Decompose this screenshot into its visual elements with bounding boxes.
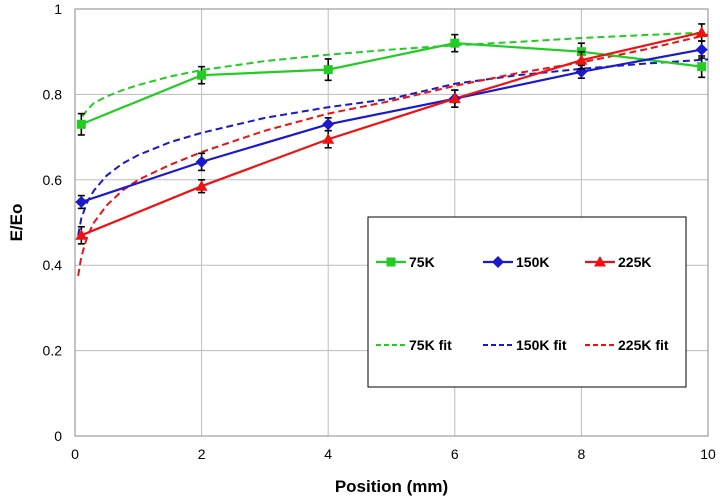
x-tick-label-2: 4 bbox=[324, 446, 332, 462]
legend: 75K 150K 225K 75K fit 150K fit 225K fit bbox=[367, 216, 687, 388]
y-axis-title: E/Eo bbox=[7, 204, 26, 242]
plot-area bbox=[74, 8, 709, 437]
x-tick-label-3: 6 bbox=[451, 446, 459, 462]
legend-marker-150k bbox=[492, 256, 504, 268]
legend-label-150k-fit: 150K fit bbox=[516, 337, 567, 353]
y-tick-label-3: 0.6 bbox=[43, 172, 63, 188]
series-line-225k-fit bbox=[77, 33, 709, 277]
legend-marker-75k bbox=[386, 257, 396, 267]
series-line-150k-fit bbox=[77, 58, 709, 236]
y-tick-label-5: 1 bbox=[54, 1, 62, 17]
point-75k-3 bbox=[450, 38, 460, 48]
point-75k-1 bbox=[197, 70, 207, 80]
point-75k-2 bbox=[323, 65, 333, 75]
legend-marker-225k bbox=[594, 256, 606, 267]
y-tick-label-1: 0.2 bbox=[43, 343, 63, 359]
point-225k-1 bbox=[195, 180, 208, 191]
point-225k-3 bbox=[448, 92, 461, 104]
x-tick-label-5: 10 bbox=[700, 446, 716, 462]
legend-box bbox=[367, 216, 687, 388]
x-axis-title: Position (mm) bbox=[335, 477, 448, 496]
point-150k-5 bbox=[695, 43, 708, 56]
legend-label-225k: 225K bbox=[618, 254, 651, 270]
point-75k-5 bbox=[697, 62, 707, 72]
series-line-75k-fit bbox=[77, 31, 709, 127]
y-tick-label-2: 0.4 bbox=[43, 257, 63, 273]
data-series bbox=[75, 23, 708, 245]
point-225k-5 bbox=[695, 26, 708, 37]
fit-curves bbox=[77, 31, 709, 277]
series-line-150k bbox=[80, 48, 702, 204]
x-tick-label-0: 0 bbox=[71, 446, 79, 462]
series-line-225k bbox=[80, 31, 702, 237]
y-tick-label-4: 0.8 bbox=[43, 86, 63, 102]
y-tick-label-0: 0 bbox=[54, 428, 62, 444]
series-line-75k bbox=[80, 42, 702, 126]
point-75k-0 bbox=[76, 119, 86, 129]
point-150k-0 bbox=[75, 196, 88, 209]
point-150k-1 bbox=[195, 155, 208, 168]
legend-label-75k: 75K bbox=[409, 254, 435, 270]
legend-label-225k-fit: 225K fit bbox=[618, 337, 669, 353]
point-225k-0 bbox=[75, 229, 88, 240]
point-225k-4 bbox=[575, 54, 588, 65]
point-150k-2 bbox=[322, 118, 335, 131]
point-225k-2 bbox=[322, 133, 335, 144]
legend-label-150k: 150K bbox=[516, 254, 549, 270]
legend-label-75k-fit: 75K fit bbox=[409, 337, 452, 353]
x-tick-label-4: 8 bbox=[578, 446, 586, 462]
tick-labels: 0 2 4 6 8 10 0 0.2 0.4 0.6 0.8 1 bbox=[43, 1, 716, 462]
x-tick-label-1: 2 bbox=[198, 446, 206, 462]
